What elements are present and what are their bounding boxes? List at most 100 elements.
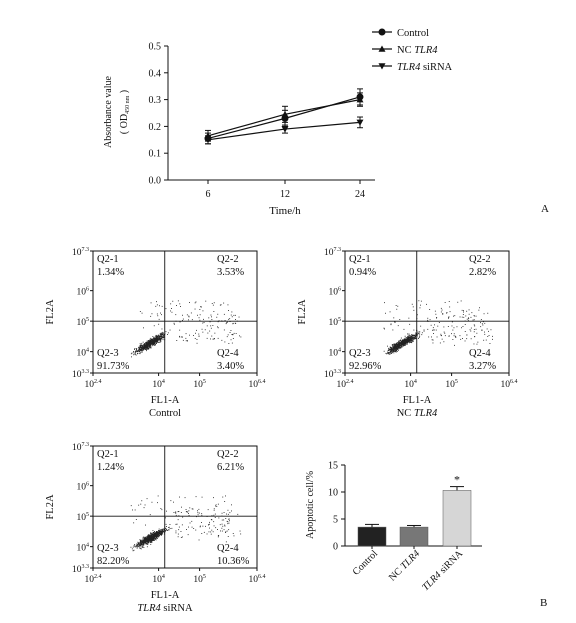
plot-caption: NC TLR4: [397, 408, 438, 419]
cell-event: [179, 496, 180, 498]
cell-event: [145, 536, 146, 538]
y-tick-label: 105: [77, 512, 90, 523]
cell-event: [406, 339, 408, 341]
cell-event: [157, 495, 159, 497]
cell-event: [147, 341, 149, 342]
cell-event: [163, 528, 165, 530]
cell-event: [384, 328, 385, 330]
bar: [442, 490, 472, 547]
cell-event: [395, 348, 397, 349]
cell-event: [135, 354, 137, 356]
cell-event: [186, 529, 187, 530]
x-tick-label: 106.4: [249, 574, 266, 585]
cell-event: [157, 533, 159, 535]
x-tick-exp: 4: [162, 379, 165, 385]
cell-event: [167, 334, 168, 335]
cell-event: [160, 312, 161, 314]
cell-event: [151, 542, 153, 543]
cell-event: [161, 534, 162, 536]
cell-event: [392, 346, 394, 347]
y-tick-label: 107.3: [72, 247, 89, 258]
cell-event: [138, 504, 140, 506]
cell-event: [462, 326, 464, 327]
cell-event: [410, 340, 412, 342]
cell-event: [432, 327, 434, 329]
cell-event: [229, 512, 231, 514]
cell-event: [213, 338, 215, 340]
cell-event: [140, 542, 141, 543]
cell-event: [233, 314, 235, 316]
cell-event: [395, 346, 397, 348]
y-tick-exp: 3.3: [334, 369, 342, 375]
cell-event: [142, 341, 144, 343]
cell-event: [227, 521, 229, 523]
x-axis-label: FL1-A: [151, 590, 180, 601]
cell-event: [143, 537, 145, 539]
cell-event: [190, 312, 192, 314]
y-axis-label-units: ( OD450 nm ): [119, 90, 131, 134]
x-tick-label: 24: [355, 189, 365, 200]
cell-event: [448, 316, 450, 318]
cell-event: [139, 547, 141, 549]
cell-event: [153, 337, 155, 339]
x-tick-base: 10: [193, 380, 203, 390]
cell-event: [143, 544, 145, 546]
cell-event: [146, 340, 148, 342]
cell-event: [146, 342, 148, 343]
cell-event: [145, 346, 147, 348]
cell-event: [155, 535, 157, 537]
cell-event: [145, 542, 147, 544]
cell-event: [140, 347, 142, 349]
cell-event: [443, 341, 445, 343]
cell-event: [163, 531, 165, 532]
cell-event: [189, 302, 190, 303]
cell-event: [189, 507, 191, 509]
cell-event: [196, 516, 197, 518]
cell-event: [141, 352, 143, 353]
cell-event: [391, 348, 393, 350]
cell-event: [217, 503, 219, 505]
cell-event: [151, 535, 152, 537]
cell-event: [153, 532, 154, 534]
cell-event: [170, 500, 172, 502]
cell-event: [137, 541, 139, 543]
cell-event: [438, 322, 440, 323]
cell-event: [161, 335, 162, 337]
cell-event: [216, 316, 218, 318]
cell-event: [157, 315, 159, 317]
cell-event: [461, 327, 462, 329]
cell-event: [155, 334, 157, 336]
bar-category-label: TLR4 siRNA: [420, 548, 465, 593]
cell-event: [394, 343, 396, 345]
cell-event: [409, 341, 411, 343]
cell-event: [138, 545, 140, 547]
cell-event: [148, 348, 150, 350]
cell-event: [202, 322, 204, 324]
cell-event: [192, 508, 194, 510]
cell-event: [148, 343, 150, 345]
cell-event: [145, 539, 147, 541]
cell-event: [160, 332, 162, 334]
cell-event: [402, 344, 403, 346]
cell-event: [189, 334, 190, 336]
cell-event: [153, 325, 155, 327]
cell-event: [158, 341, 160, 343]
cell-event: [156, 304, 158, 306]
legend-marker: [378, 28, 386, 36]
cell-event: [412, 337, 413, 339]
cell-event: [139, 546, 141, 548]
cell-event: [201, 496, 203, 498]
cell-event: [441, 335, 442, 337]
cell-event: [395, 345, 397, 347]
cell-event: [412, 306, 414, 308]
cell-event: [228, 343, 230, 344]
cell-event: [467, 319, 469, 321]
cell-event: [415, 336, 416, 338]
cell-event: [153, 534, 154, 535]
cell-event: [132, 550, 134, 552]
cell-event: [156, 301, 157, 303]
cell-event: [435, 329, 437, 331]
x-tick-label: 106.4: [249, 379, 266, 390]
cell-event: [208, 317, 210, 319]
cell-event: [198, 335, 200, 337]
